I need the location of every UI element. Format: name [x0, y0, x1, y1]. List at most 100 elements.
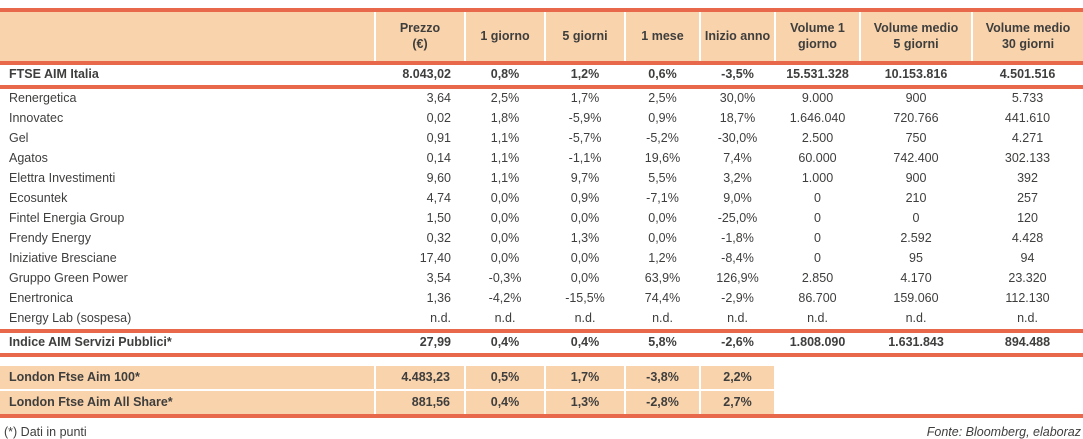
cell: 0,14 — [426, 151, 451, 165]
cell: 3,2% — [723, 171, 752, 185]
cell — [860, 355, 972, 366]
cell: 881,56 — [374, 388, 465, 418]
table-row: Enertronica 1,36 -4,2% -15,5% 74,4% -2,9% 86.7… — [0, 289, 1083, 309]
cell: 0 — [814, 231, 821, 245]
cell: 8.043,02 — [375, 60, 465, 89]
table-row: Indice AIM Servizi Pubblici* 27,99 0,4% 0,4… — [0, 328, 1083, 357]
cell: 0,0% — [490, 191, 520, 205]
cell: 0,02 — [426, 111, 451, 125]
table-row: Gel 0,91 1,1% -5,7% -5,2% -30,0% 2.500 750 4.271 — [0, 129, 1083, 149]
cell: 0,6% — [625, 60, 700, 89]
cell — [700, 355, 775, 366]
row-label: FTSE AIM Italia — [0, 60, 375, 89]
cell: -2,6% — [700, 328, 775, 357]
cell — [375, 355, 465, 366]
cell: n.d. — [905, 311, 927, 325]
cell: 0,9% — [570, 191, 600, 205]
cell — [465, 355, 545, 366]
column-header-prezzo: Prezzo (€) — [374, 8, 465, 65]
cell: 0,4% — [465, 328, 545, 357]
cell: 1,2% — [545, 60, 625, 89]
cell: 1,1% — [490, 131, 520, 145]
table-row: Frendy Energy 0,32 0,0% 1,3% 0,0% -1,8% 0 2.592… — [0, 229, 1083, 249]
cell: 1,36 — [426, 291, 451, 305]
cell: 3,54 — [426, 271, 451, 285]
cell: 95 — [909, 251, 923, 265]
cell — [972, 355, 1083, 366]
cell: 1,50 — [426, 211, 451, 225]
cell: 1.646.040 — [789, 111, 846, 125]
row-label: Frendy Energy — [9, 231, 91, 245]
table-row: Energy Lab (sospesa) n.d. n.d. n.d. n.d. n.d.… — [0, 309, 1083, 331]
cell: 894.488 — [972, 328, 1083, 357]
cell: 86.700 — [798, 291, 837, 305]
cell: 1.631.843 — [860, 328, 972, 357]
column-header-inizio-anno: Inizio anno — [699, 8, 775, 65]
cell — [774, 365, 860, 390]
report-page: Prezzo (€) 1 giorno 5 giorni 1 mese Iniz… — [0, 8, 1083, 439]
cell — [774, 388, 860, 418]
cell: 0,5% — [464, 365, 545, 390]
cell — [775, 355, 860, 366]
cell: 126,9% — [716, 271, 759, 285]
cell: 0,0% — [490, 211, 520, 225]
cell: n.d. — [1017, 311, 1038, 325]
column-header-volume-medio-30-giorni: Volume medio 30 giorni — [971, 8, 1083, 65]
cell: 0 — [814, 211, 821, 225]
cell: -2,9% — [721, 291, 754, 305]
cell: 74,4% — [644, 291, 681, 305]
table-header: Prezzo (€) 1 giorno 5 giorni 1 mese Iniz… — [0, 8, 1083, 65]
row-label: London Ftse Aim 100* — [0, 365, 375, 390]
cell: 5.733 — [1011, 91, 1044, 105]
cell: 0,0% — [648, 231, 677, 245]
cell: 7,4% — [723, 151, 752, 165]
cell: 2,7% — [699, 388, 775, 418]
cell: n.d. — [727, 311, 748, 325]
cell: 900 — [905, 91, 927, 105]
cell: 0,0% — [490, 231, 520, 245]
table-body: FTSE AIM Italia 8.043,02 0,8% 1,2% 0,6% -3,5%… — [0, 60, 1083, 418]
cell: 4.170 — [900, 271, 932, 285]
cell: 900 — [905, 171, 927, 185]
table-row: London Ftse Aim All Share* 881,56 0,4% 1,3%… — [0, 388, 1083, 418]
cell: -8,4% — [721, 251, 754, 265]
cell: 112.130 — [1005, 291, 1050, 305]
cell — [545, 355, 625, 366]
row-label: Energy Lab (sospesa) — [9, 311, 132, 325]
table-row: Ecosuntek 4,74 0,0% 0,9% -7,1% 9,0% 0 210 257 — [0, 189, 1083, 209]
cell: 0 — [912, 211, 920, 225]
cell: 750 — [905, 131, 927, 145]
cell: 0,9% — [648, 111, 677, 125]
cell: -5,2% — [646, 131, 679, 145]
cell: 4,74 — [426, 191, 451, 205]
cell: 2,5% — [648, 91, 677, 105]
cell — [972, 365, 1083, 390]
cell: 0,4% — [464, 388, 545, 418]
cell: 4.428 — [1011, 231, 1044, 245]
cell: 94 — [1020, 251, 1035, 265]
financial-table: Prezzo (€) 1 giorno 5 giorni 1 mese Iniz… — [0, 8, 1083, 418]
column-header-name — [0, 8, 375, 65]
column-header-volume-medio-5-giorni: Volume medio 5 giorni — [859, 8, 972, 65]
cell: -30,0% — [717, 131, 758, 145]
table-row: Fintel Energia Group 1,50 0,0% 0,0% 0,0% -25,… — [0, 209, 1083, 229]
column-header-1-giorno: 1 giorno — [464, 8, 545, 65]
row-label: Indice AIM Servizi Pubblici* — [0, 328, 375, 357]
cell: 210 — [905, 191, 927, 205]
cell: 1,2% — [648, 251, 677, 265]
cell: 159.060 — [893, 291, 939, 305]
cell: -2,8% — [624, 388, 700, 418]
row-label: Ecosuntek — [9, 191, 68, 205]
cell: 4.501.516 — [972, 60, 1083, 89]
cell: -5,7% — [568, 131, 602, 145]
cell: 742.400 — [893, 151, 939, 165]
cell — [860, 365, 972, 390]
cell: 2.850 — [801, 271, 834, 285]
row-label: Iniziative Bresciane — [9, 251, 117, 265]
cell: 441.610 — [1004, 111, 1051, 125]
cell — [972, 388, 1083, 418]
cell: 5,5% — [648, 171, 677, 185]
row-label: Elettra Investimenti — [9, 171, 116, 185]
cell: -3,8% — [624, 365, 700, 390]
cell: n.d. — [430, 311, 451, 325]
